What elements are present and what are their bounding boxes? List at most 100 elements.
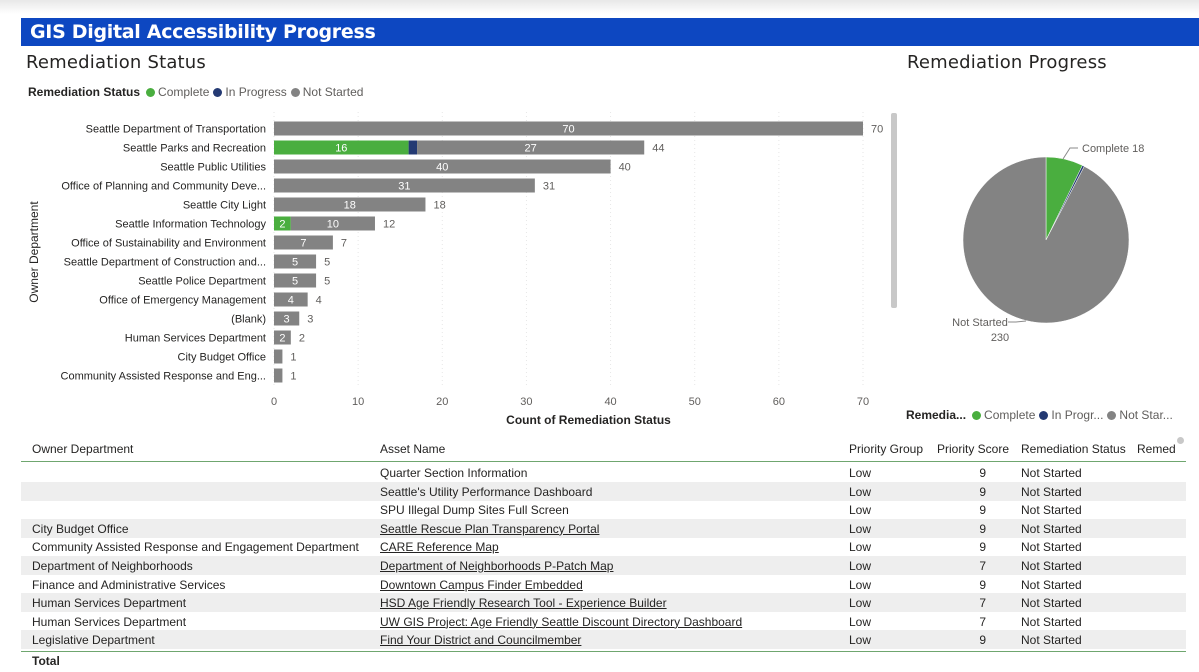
pie-slice-not-started	[962, 156, 1130, 324]
table-row[interactable]: Community Assisted Response and Engageme…	[21, 537, 1186, 556]
bar-data-label: 16	[335, 143, 347, 155]
cell-priority-score: 9	[979, 466, 986, 480]
cell-remediation-status: Not Started	[1021, 633, 1082, 648]
cell-owner-department: Human Services Department	[32, 614, 187, 629]
cell-priority-group: Low	[849, 633, 872, 648]
bar-segment-not-started	[274, 311, 300, 326]
bar-total-label: 44	[652, 143, 664, 155]
category-label: Seattle Parks and Recreation	[123, 143, 266, 155]
bar-total-label: 5	[324, 276, 330, 288]
cell-remediation-status: Not Started	[1021, 596, 1082, 611]
bar-segment-not-started	[274, 254, 317, 269]
table-row[interactable]: City Budget Office Seattle Rescue Plan Tr…	[21, 518, 1186, 538]
cell-priority-score: 7	[979, 559, 986, 573]
cell-priority-score: 7	[979, 596, 986, 611]
cell-priority-score: 9	[979, 577, 986, 592]
column-header-remed[interactable]: Remed	[1137, 442, 1176, 456]
legend-item-in-progress[interactable]: In Progr...	[1039, 408, 1103, 422]
chart-scrollbar[interactable]	[891, 113, 897, 308]
bar-total-label: 3	[307, 314, 313, 326]
cell-asset-name[interactable]: Seattle Rescue Plan Transparency Portal	[380, 521, 600, 536]
cell-remediation-status: Not Started	[1021, 484, 1082, 499]
cell-priority-group: Low	[849, 577, 872, 592]
cell-owner-department: Human Services Department	[32, 596, 187, 611]
cell-owner-department: Department of Neighborhoods	[32, 559, 193, 573]
total-label: Total	[32, 654, 60, 668]
cell-priority-score: 9	[979, 503, 986, 518]
table-row[interactable]: Finance and Administrative Services Downt…	[21, 575, 1186, 594]
cell-remediation-status: Not Started	[1021, 614, 1082, 629]
bar-total-label: 31	[543, 181, 555, 193]
bar-data-label: 31	[398, 181, 410, 193]
legend-item-complete[interactable]: Complete	[146, 85, 209, 99]
bar-data-label: 2	[279, 333, 285, 345]
bar-segment-not-started	[274, 330, 291, 345]
legend-item-complete[interactable]: Complete	[972, 408, 1035, 422]
bar-segment-not-started	[274, 349, 283, 364]
bar-chart-legend: Remediation Status Complete In Progress …	[28, 85, 367, 99]
category-label: Seattle Public Utilities	[160, 162, 266, 174]
bar-total-label: 1	[290, 371, 296, 383]
table-row[interactable]: Legislative Department Find Your District…	[21, 630, 1186, 650]
legend-dot-icon	[213, 87, 223, 97]
column-header-owner-department[interactable]: Owner Department	[32, 442, 134, 456]
total-divider	[21, 651, 1186, 652]
cell-priority-group: Low	[849, 596, 872, 611]
category-label: Seattle Information Technology	[115, 219, 266, 231]
cell-remediation-status: Not Started	[1021, 521, 1082, 536]
legend-dot-icon	[1039, 410, 1049, 420]
x-tick-label: 20	[436, 396, 448, 408]
table-row[interactable]: Human Services Department UW GIS Project:…	[21, 612, 1186, 631]
bar-data-label: 5	[292, 276, 298, 288]
bar-data-label: 3	[284, 314, 290, 326]
x-axis-title: Count of Remediation Status	[506, 413, 671, 427]
not-started-data-value: 230	[991, 332, 1009, 344]
category-label: Community Assisted Response and Eng...	[61, 371, 266, 383]
cell-asset-name: Seattle's Utility Performance Dashboard	[380, 484, 593, 499]
remediation-progress-pie-chart[interactable]: Complete 18 Not Started 230	[900, 110, 1199, 400]
bar-data-label: 5	[292, 257, 298, 269]
bar-data-label: 70	[562, 124, 574, 136]
legend-title: Remediation Status	[28, 85, 141, 99]
bar-total-label: 18	[433, 200, 445, 212]
table-row[interactable]: Human Services Department HSD Age Friendl…	[21, 593, 1186, 613]
cell-asset-name[interactable]: Downtown Campus Finder Embedded	[380, 577, 583, 592]
cell-priority-group: Low	[849, 614, 872, 629]
y-axis-title: Owner Department	[27, 201, 41, 303]
bar-segment-not-started	[274, 368, 283, 383]
table-row[interactable]: Quarter Section Information Low 9 Not Start…	[21, 463, 1186, 482]
column-header-remediation-status[interactable]: Remediation Status	[1021, 442, 1126, 456]
bar-data-label: 7	[300, 238, 306, 250]
category-label: Seattle Police Department	[138, 276, 266, 288]
category-label: City Budget Office	[178, 352, 266, 364]
legend-item-in-progress[interactable]: In Progress	[213, 85, 287, 99]
cell-asset-name[interactable]: HSD Age Friendly Research Tool - Experie…	[380, 596, 667, 611]
legend-label: Not Star...	[1119, 408, 1173, 422]
legend-item-not-started[interactable]: Not Started	[290, 85, 363, 99]
bar-segment-not-started	[274, 159, 611, 174]
cell-asset-name[interactable]: CARE Reference Map	[380, 540, 499, 555]
x-tick-label: 30	[520, 396, 532, 408]
table-row[interactable]: Seattle's Utility Performance Dashboard L…	[21, 481, 1186, 501]
bar-segment-not-started	[274, 121, 863, 136]
cell-asset-name: Quarter Section Information	[380, 466, 528, 480]
column-header-priority-score[interactable]: Priority Score	[937, 442, 1010, 456]
cell-asset-name[interactable]: Department of Neighborhoods P-Patch Map	[380, 559, 614, 573]
column-header-asset-name[interactable]: Asset Name	[380, 442, 446, 456]
category-label: Office of Planning and Community Deve...	[61, 181, 266, 193]
column-header-priority-group[interactable]: Priority Group	[849, 442, 924, 456]
bar-chart-title: Remediation Status	[26, 52, 206, 73]
bar-total-label: 40	[619, 162, 631, 174]
legend-dot-icon	[972, 410, 982, 420]
table-row[interactable]: Department of Neighborhoods Department of…	[21, 556, 1186, 575]
not-started-leader-line	[1008, 320, 1027, 323]
table-row[interactable]: SPU Illegal Dump Sites Full Screen Low 9 No…	[21, 500, 1186, 519]
cell-asset-name[interactable]: UW GIS Project: Age Friendly Seattle Dis…	[380, 614, 743, 629]
cell-remediation-status: Not Started	[1021, 540, 1082, 555]
remediation-status-bar-chart[interactable]: 0 10 20 30 40 50 60 70 Count of Remediation Stat…	[21, 108, 891, 430]
x-tick-label: 60	[773, 396, 785, 408]
cell-asset-name[interactable]: Find Your District and Councilmember	[380, 633, 582, 648]
bar-segment-in-progress	[408, 140, 418, 155]
more-options-icon[interactable]	[1177, 437, 1184, 444]
legend-item-not-started[interactable]: Not Star...	[1107, 408, 1173, 422]
